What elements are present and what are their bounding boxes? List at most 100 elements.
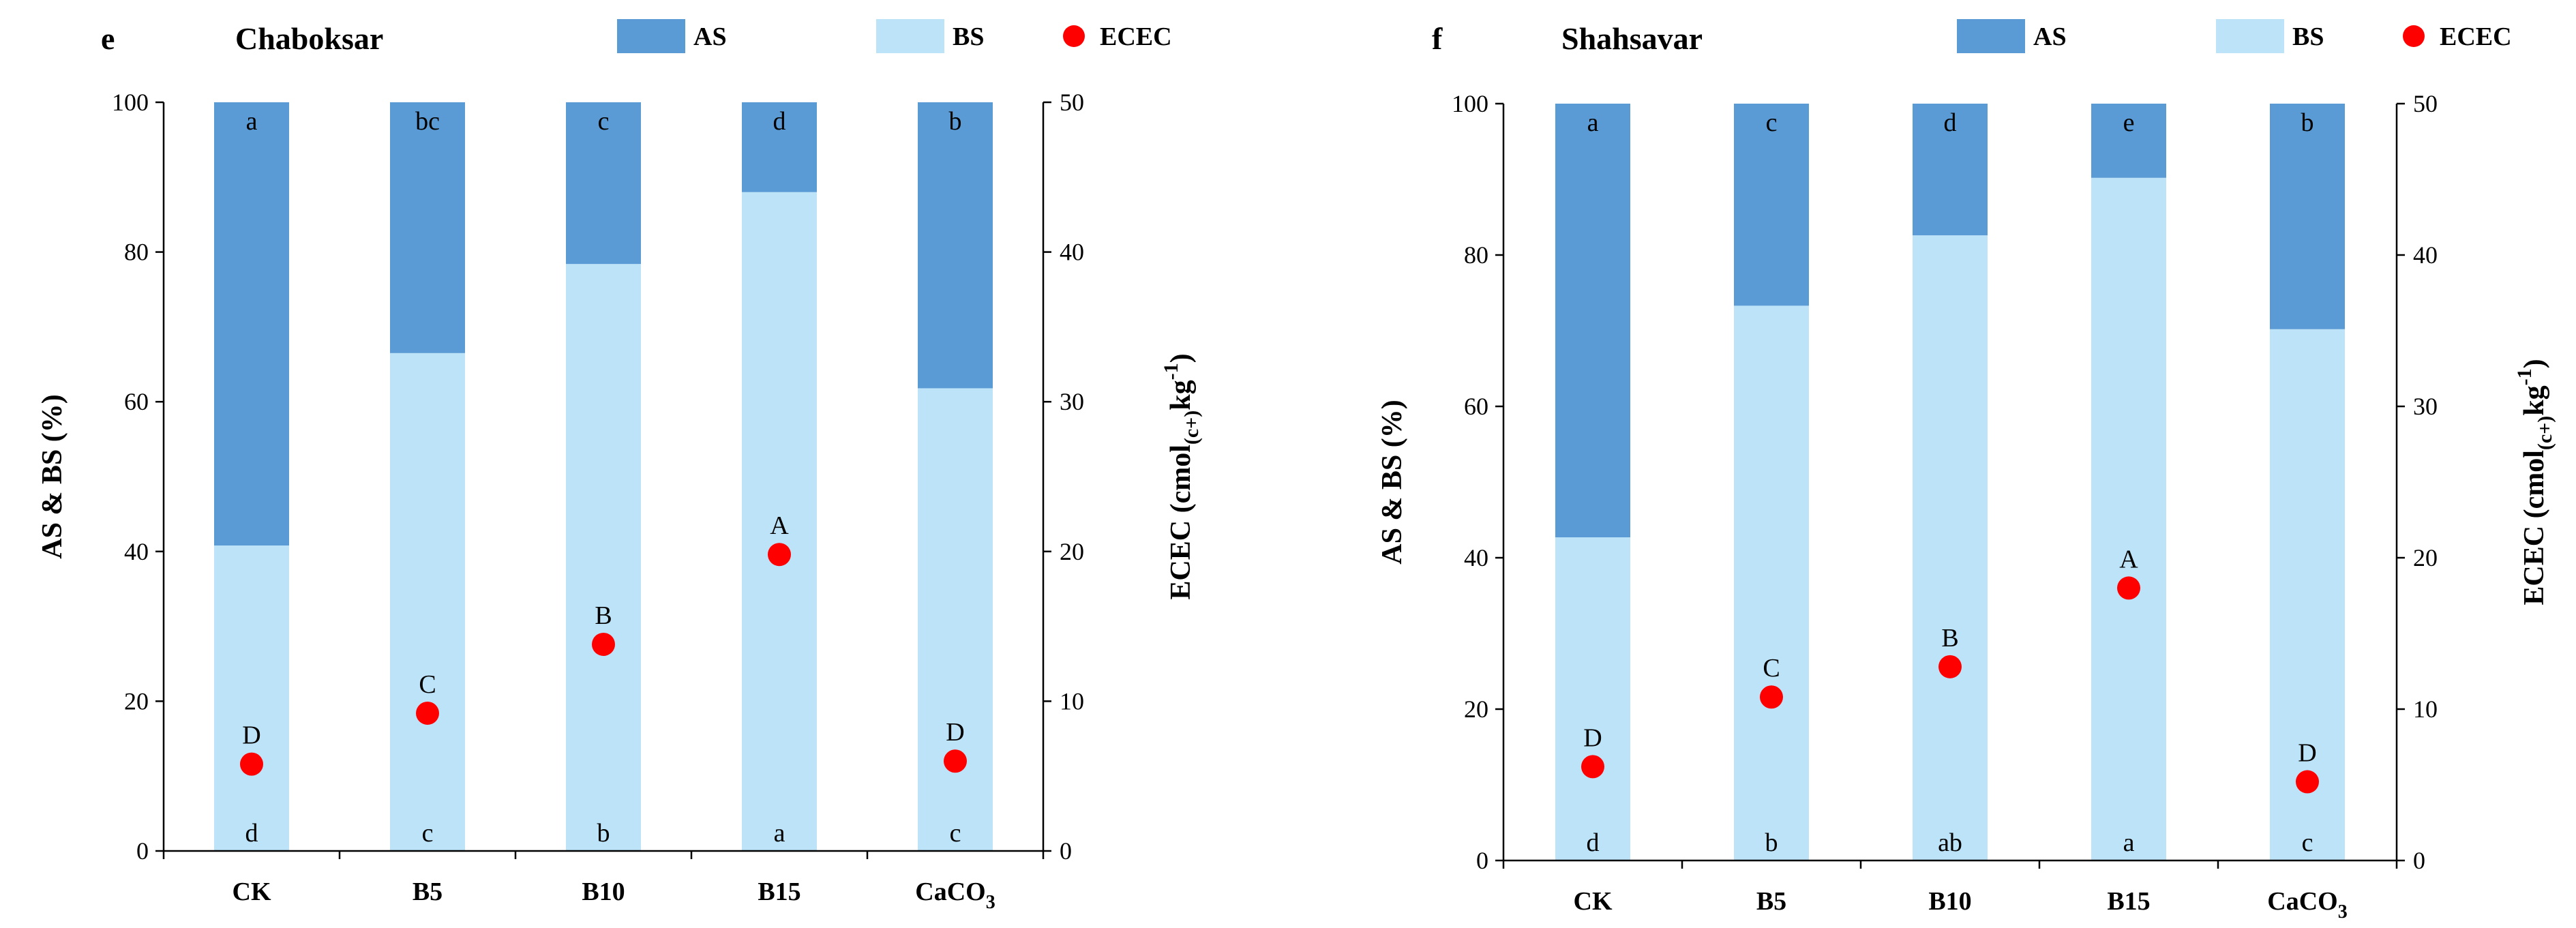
bar-as-B5 — [390, 102, 465, 353]
y-tick-label: 60 — [124, 388, 149, 415]
bs-letter-B15: a — [2123, 828, 2135, 857]
bar-as-CaCO3 — [2270, 104, 2345, 329]
ecec-point-CaCO3 — [2296, 770, 2319, 794]
as-letter-CK: a — [1587, 108, 1599, 137]
ecec-letter-CK: D — [242, 721, 260, 750]
as-letter-B15: e — [2123, 108, 2135, 137]
bs-letter-CK: d — [1587, 828, 1600, 857]
ecec-letter-B10: B — [595, 601, 612, 630]
ecec-letter-CaCO3: D — [2298, 739, 2316, 768]
panel-letter: f — [1432, 21, 1443, 56]
y-tick-label: 100 — [112, 89, 149, 116]
legend-swatch-bs — [2216, 19, 2284, 53]
y-tick-label: 0 — [1476, 847, 1488, 874]
y-tick-label: 0 — [136, 837, 149, 865]
as-letter-B15: d — [773, 107, 786, 136]
y-tick-label: 100 — [1452, 90, 1488, 117]
y-tick-label: 60 — [1464, 393, 1488, 420]
as-letter-B10: c — [598, 107, 610, 136]
as-letter-CaCO3: b — [2301, 108, 2314, 137]
y2-tick-label: 30 — [2413, 393, 2438, 420]
y2-tick-label: 40 — [2413, 241, 2438, 269]
x-tick-label-CK: CK — [1574, 887, 1613, 916]
legend-swatch-bs — [876, 19, 944, 53]
y2-tick-label: 0 — [2413, 847, 2425, 874]
y2-tick-label: 20 — [1060, 538, 1084, 565]
bar-bs-B15 — [742, 192, 817, 851]
y-tick-label: 40 — [1464, 544, 1488, 571]
ecec-point-B10 — [592, 632, 615, 656]
bs-letter-B5: b — [1765, 828, 1778, 857]
x-tick-label-CK: CK — [233, 878, 271, 906]
legend: AS BS ECEC — [617, 19, 1172, 53]
ecec-letter-B5: C — [1763, 654, 1780, 683]
ecec-point-B15 — [2117, 576, 2140, 600]
legend-label-as: AS — [2033, 23, 2067, 51]
as-letter-B5: c — [1766, 108, 1778, 137]
legend-swatch-ecec — [2403, 25, 2425, 47]
y-tick-label: 20 — [124, 687, 149, 715]
bs-letter-CaCO3: c — [950, 819, 961, 848]
chart-panel-e: dacbcbcadcbDCBAD02040608010001020304050C… — [37, 19, 1203, 913]
y2-tick-label: 10 — [1060, 687, 1084, 715]
bar-as-CK — [1555, 104, 1630, 538]
legend-swatch-as — [1957, 19, 2025, 53]
legend-swatch-ecec — [1063, 25, 1085, 47]
ecec-point-B10 — [1938, 655, 1962, 678]
bar-bs-CK — [1555, 537, 1630, 860]
y2-axis-label: ECEC (cmol(c+)kg-1) — [1160, 353, 1203, 599]
ecec-letter-B15: A — [770, 511, 789, 540]
bar-as-CK — [214, 102, 289, 546]
legend-label-bs: BS — [2292, 23, 2324, 51]
bs-letter-CaCO3: c — [2302, 828, 2313, 857]
legend-swatch-as — [617, 19, 685, 53]
ecec-point-CK — [240, 752, 263, 776]
bs-letter-B10: b — [597, 819, 610, 848]
ecec-letter-CaCO3: D — [946, 718, 964, 747]
x-tick-label-B15: B15 — [2107, 887, 2150, 916]
legend-label-bs: BS — [953, 23, 984, 51]
y-tick-label: 80 — [1464, 241, 1488, 269]
ecec-letter-B15: A — [2119, 545, 2138, 573]
bar-as-CaCO3 — [918, 102, 993, 389]
bar-bs-B10 — [566, 264, 641, 852]
chart-title: Shahsavar — [1561, 21, 1703, 56]
ecec-point-CaCO3 — [944, 749, 967, 773]
bar-as-B10 — [1913, 104, 1988, 236]
x-tick-label-B15: B15 — [758, 878, 800, 906]
as-letter-CaCO3: b — [949, 107, 962, 136]
bar-as-B10 — [566, 102, 641, 265]
chart-panel-f: dabcabdaecbDCBAD02040608010001020304050C… — [1377, 19, 2556, 923]
bar-bs-B5 — [390, 353, 465, 851]
ecec-letter-B5: C — [419, 670, 436, 699]
bar-bs-CaCO3 — [918, 388, 993, 851]
bs-letter-B15: a — [774, 819, 785, 848]
bs-letter-B10: ab — [1938, 828, 1962, 857]
panel-letter: e — [101, 21, 115, 56]
y2-tick-label: 0 — [1060, 837, 1072, 865]
bar-as-B15 — [742, 102, 817, 192]
x-tick-label-CaCO3: CaCO3 — [915, 878, 995, 913]
bs-letter-CK: d — [245, 819, 258, 848]
bar-as-B15 — [2091, 104, 2166, 178]
as-letter-B5: bc — [415, 107, 440, 136]
x-tick-label-B10: B10 — [582, 878, 625, 906]
bs-letter-B5: c — [422, 819, 434, 848]
y2-tick-label: 50 — [1060, 89, 1084, 116]
chart-title: Chaboksar — [235, 21, 383, 56]
bar-bs-CK — [214, 545, 289, 851]
y2-tick-label: 50 — [2413, 90, 2438, 117]
y-tick-label: 40 — [124, 538, 149, 565]
bar-bs-B15 — [2091, 177, 2166, 860]
ecec-point-B5 — [416, 701, 439, 725]
legend-label-ecec: ECEC — [2440, 23, 2512, 51]
x-tick-label-B5: B5 — [1756, 887, 1786, 916]
y2-axis-label: ECEC (cmol(c+)kg-1) — [2513, 359, 2556, 605]
legend-label-ecec: ECEC — [1100, 23, 1172, 51]
y-axis-label: AS & BS (%) — [37, 394, 68, 559]
ecec-letter-B10: B — [1941, 624, 1958, 653]
as-letter-B10: d — [1944, 108, 1957, 137]
ecec-point-B15 — [768, 543, 791, 567]
legend: AS BS ECEC — [1957, 19, 2512, 53]
